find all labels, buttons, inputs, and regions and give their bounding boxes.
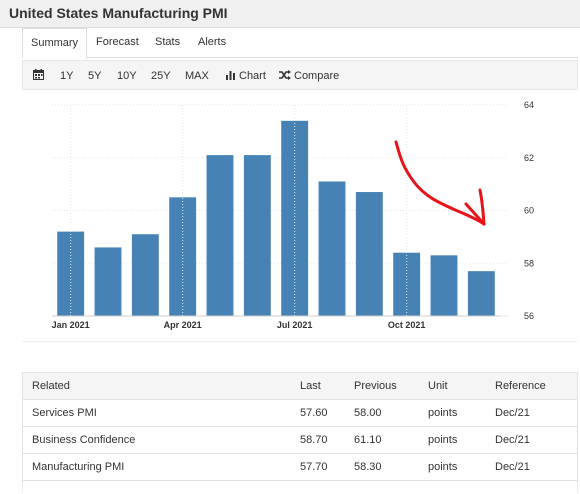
scroll-fade: [0, 482, 580, 494]
table-row[interactable]: Manufacturing PMI 57.70 58.30 points Dec…: [23, 453, 577, 481]
bar: [355, 192, 383, 316]
x-tick-label: Oct 2021: [388, 320, 426, 330]
header-previous: Previous: [345, 373, 419, 400]
bar-chart-icon: [226, 61, 236, 91]
row-name-link[interactable]: Business Confidence: [23, 426, 291, 454]
bar: [430, 255, 458, 316]
tab-summary[interactable]: Summary: [22, 28, 88, 59]
y-tick-label: 64: [524, 100, 534, 110]
tab-alerts[interactable]: Alerts: [198, 36, 227, 48]
shuffle-icon: [279, 61, 291, 91]
range-10y-button[interactable]: 10Y: [117, 70, 137, 82]
row-reference: Dec/21: [486, 399, 577, 427]
y-tick-label: 60: [524, 206, 534, 216]
row-unit: points: [419, 399, 486, 427]
row-reference: Dec/21: [486, 453, 577, 481]
row-last: 58.70: [291, 426, 345, 454]
row-last: 57.70: [291, 453, 345, 481]
x-tick-label: Jul 2021: [277, 320, 313, 330]
table-row[interactable]: Business Confidence 58.70 61.10 points D…: [23, 426, 577, 454]
table-row[interactable]: Services PMI 57.60 58.00 points Dec/21: [23, 399, 577, 427]
pmi-chart: 56 58 60 62 64 Jan 2021 Apr 2021 Jul 2021 Oct 20…: [22, 92, 578, 342]
annotation-arrow-head: [464, 188, 486, 226]
page-title: United States Manufacturing PMI: [9, 5, 228, 21]
bar: [393, 252, 421, 316]
related-table: Related Last Previous Unit Reference Ser…: [22, 372, 578, 494]
tab-stats[interactable]: Stats: [155, 36, 181, 48]
row-last: 57.60: [291, 399, 345, 427]
header-related: Related: [23, 373, 291, 400]
row-previous: 58.00: [345, 399, 419, 427]
compare-button-label: Compare: [294, 70, 340, 82]
row-name-link[interactable]: Services PMI: [23, 399, 291, 427]
bar: [131, 234, 159, 316]
chart-toolbar: 1Y 5Y 10Y 25Y MAX Chart Compare: [22, 60, 578, 90]
header-last: Last: [291, 373, 345, 400]
x-tick-label: Apr 2021: [164, 320, 202, 330]
y-tick-label: 58: [524, 258, 534, 268]
x-tick-label: Jan 2021: [52, 320, 90, 330]
compare-button[interactable]: Compare: [279, 61, 339, 91]
range-1y-button[interactable]: 1Y: [60, 70, 74, 82]
title-bar: United States Manufacturing PMI: [0, 0, 580, 28]
bar: [243, 155, 271, 316]
annotation-arrow-shaft: [394, 140, 486, 226]
range-25y-button[interactable]: 25Y: [151, 70, 171, 82]
bar: [206, 155, 234, 316]
bar: [467, 271, 495, 316]
chart-button-label: Chart: [239, 70, 266, 82]
row-previous: 61.10: [345, 426, 419, 454]
bar: [94, 247, 122, 316]
chart-button[interactable]: Chart: [226, 61, 266, 91]
range-max-button[interactable]: MAX: [185, 70, 209, 82]
tab-bar: Summary Forecast Stats Alerts: [22, 28, 578, 59]
row-name-link[interactable]: Manufacturing PMI: [23, 453, 291, 481]
row-unit: points: [419, 453, 486, 481]
table-header-row: Related Last Previous Unit Reference: [23, 373, 577, 400]
pmi-bar-chart: 56 58 60 62 64 Jan 2021 Apr 2021 Jul 2021 Oct 20…: [52, 100, 534, 330]
row-unit: points: [419, 426, 486, 454]
bar: [318, 181, 346, 316]
y-tick-label: 62: [524, 153, 534, 163]
row-previous: 58.30: [345, 453, 419, 481]
y-tick-label: 56: [524, 311, 534, 321]
bar: [169, 197, 197, 316]
tab-forecast[interactable]: Forecast: [96, 36, 139, 48]
calendar-icon[interactable]: [33, 61, 44, 91]
header-reference: Reference: [486, 373, 577, 400]
row-reference: Dec/21: [486, 426, 577, 454]
range-5y-button[interactable]: 5Y: [88, 70, 102, 82]
header-unit: Unit: [419, 373, 486, 400]
